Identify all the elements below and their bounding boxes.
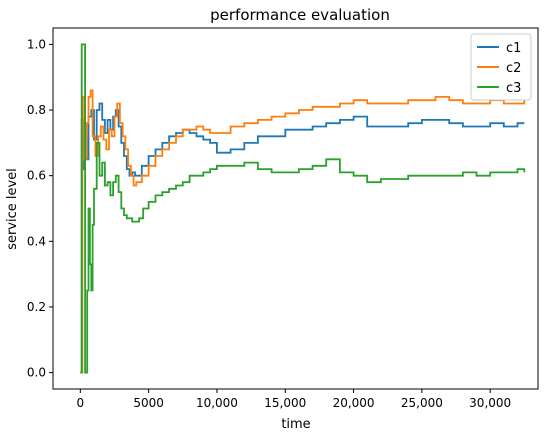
series-line-c2 [80, 89, 526, 374]
x-tick-label: 0 [77, 396, 85, 410]
legend-box [470, 33, 532, 101]
y-axis-title: service level [5, 168, 20, 250]
chart-title: performance evaluation [210, 6, 390, 24]
x-axis: 0 5000 10,000 15,000 20,000 25,000 30,000 [77, 389, 511, 410]
x-tick-label: 15,000 [264, 396, 306, 410]
x-tick-label: 10,000 [196, 396, 238, 410]
x-tick-label: 25,000 [401, 396, 443, 410]
x-tick-label: 30,000 [469, 396, 511, 410]
legend: c1 c2 c3 [470, 33, 532, 101]
y-tick-label: 1.0 [27, 37, 46, 51]
x-axis-title: time [281, 417, 310, 432]
plot-lines [80, 43, 526, 374]
legend-label-c2: c2 [506, 61, 521, 76]
y-tick-label: 0.6 [27, 169, 46, 183]
series-line-c3 [80, 43, 526, 374]
legend-label-c3: c3 [506, 81, 521, 96]
y-tick-label: 0.2 [27, 300, 46, 314]
series-line-c1 [80, 102, 525, 374]
y-tick-label: 0.0 [27, 366, 46, 380]
plot-frame [52, 27, 539, 390]
x-tick-label: 5000 [133, 396, 164, 410]
legend-label-c1: c1 [506, 41, 521, 56]
y-tick-label: 0.8 [27, 103, 46, 117]
y-tick-label: 0.4 [27, 234, 46, 248]
y-axis: 0.0 0.2 0.4 0.6 0.8 1.0 [27, 37, 53, 380]
x-tick-label: 20,000 [333, 396, 375, 410]
